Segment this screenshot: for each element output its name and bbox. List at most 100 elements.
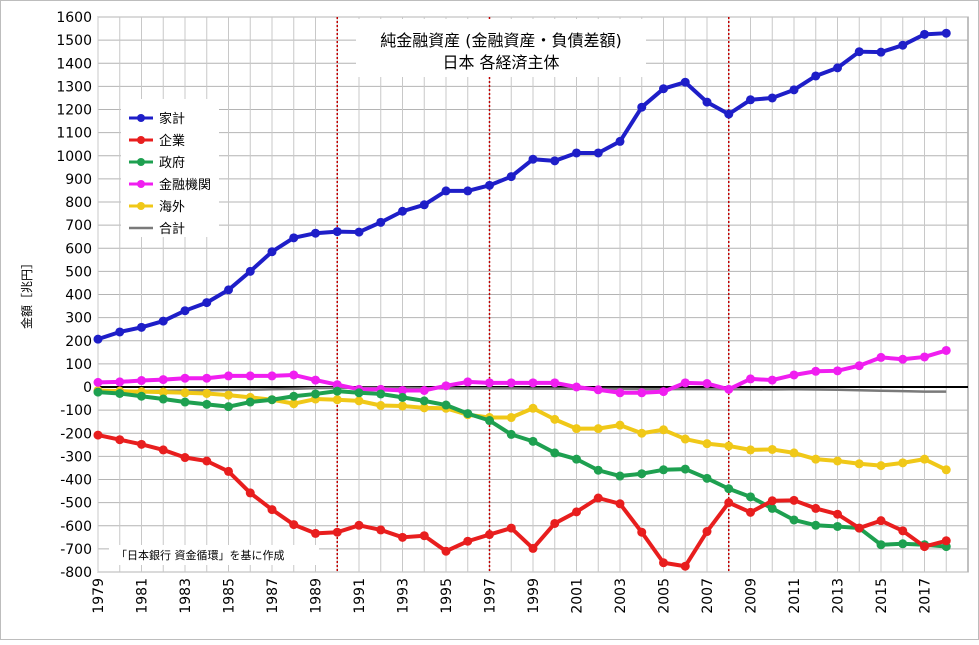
data-point: [550, 448, 560, 458]
x-tick-label: 1987: [265, 578, 281, 614]
data-point: [311, 228, 320, 238]
y-tick-label: -600: [60, 519, 92, 535]
data-point: [637, 428, 647, 438]
data-point: [789, 85, 799, 95]
data-point: [702, 97, 712, 107]
data-point: [680, 434, 690, 444]
legend-label: 企業: [159, 133, 185, 149]
data-point: [789, 448, 799, 458]
y-tick-label: 1500: [56, 33, 92, 49]
data-point: [158, 394, 168, 404]
x-tick-label: 2007: [700, 578, 716, 614]
y-tick-label: 1000: [56, 149, 92, 165]
y-tick-label: 1300: [56, 79, 92, 95]
y-tick-label: 1200: [56, 103, 92, 119]
data-point: [811, 503, 821, 513]
data-point: [746, 95, 755, 105]
data-point: [311, 528, 320, 538]
chart-title: 純金融資産 (金融資産・負債差額): [380, 31, 622, 50]
data-point: [876, 540, 886, 550]
series-line: [97, 389, 947, 549]
data-point: [615, 471, 625, 481]
data-point: [615, 388, 625, 398]
y-tick-label: -300: [60, 449, 92, 465]
data-point: [419, 200, 429, 210]
data-point: [572, 454, 581, 464]
data-point: [311, 389, 320, 399]
y-tick-label: 0: [83, 380, 92, 396]
data-point: [572, 507, 581, 517]
data-point: [245, 488, 255, 498]
data-point: [202, 456, 212, 466]
x-tick-label: 2005: [657, 578, 673, 614]
legend-label: 政府: [159, 156, 185, 171]
x-tick-label: 2003: [613, 578, 629, 614]
data-point: [528, 436, 538, 446]
legend-label: 金融機関: [159, 177, 211, 193]
y-tick-label: 700: [65, 218, 92, 234]
data-point: [441, 186, 451, 196]
data-point: [767, 375, 777, 385]
data-point: [854, 523, 864, 533]
chart-subtitle: 日本 各経済主体: [442, 53, 559, 72]
data-point: [398, 385, 407, 395]
data-point: [637, 469, 647, 479]
data-point: [767, 496, 777, 506]
data-point: [202, 298, 212, 308]
data-point: [398, 392, 407, 402]
data-point: [593, 424, 603, 434]
data-point: [941, 465, 951, 475]
data-point: [811, 71, 821, 81]
data-point: [746, 507, 755, 517]
data-point: [267, 247, 277, 257]
data-point: [180, 388, 190, 398]
data-point: [506, 413, 516, 423]
data-point: [289, 233, 299, 243]
y-tick-label: 500: [65, 264, 92, 280]
data-point: [680, 378, 690, 388]
data-point: [419, 385, 429, 395]
x-tick-label: 1993: [396, 578, 412, 614]
legend-label: 海外: [159, 200, 185, 215]
data-point: [267, 371, 277, 381]
data-point: [267, 505, 277, 515]
data-point: [615, 136, 625, 146]
data-point: [550, 414, 560, 424]
data-point: [332, 527, 342, 537]
y-tick-label: -200: [60, 426, 92, 442]
x-tick-label: 1985: [222, 578, 238, 614]
data-point: [572, 424, 581, 434]
data-point: [463, 409, 473, 419]
data-point: [550, 378, 560, 388]
data-point: [854, 361, 864, 371]
data-point: [854, 47, 864, 57]
legend-label: 家計: [159, 111, 185, 127]
data-point: [898, 458, 908, 468]
data-point: [245, 397, 255, 407]
data-point: [680, 464, 690, 474]
data-point: [398, 532, 407, 542]
data-point: [724, 498, 734, 508]
data-point: [615, 499, 625, 509]
data-point: [376, 401, 386, 410]
data-point: [767, 93, 777, 103]
y-tick-label: 600: [65, 241, 92, 257]
data-point: [354, 520, 364, 530]
data-point: [202, 388, 212, 398]
x-tick-label: 2013: [831, 578, 847, 614]
data-point: [724, 441, 734, 451]
data-point: [115, 377, 125, 387]
x-tick-label: 1997: [483, 578, 499, 614]
data-point: [354, 227, 364, 237]
data-point: [572, 382, 581, 392]
data-point: [311, 375, 320, 385]
data-point: [920, 352, 929, 362]
data-point: [115, 388, 125, 398]
y-tick-label: 800: [65, 195, 92, 211]
data-point: [637, 527, 647, 537]
data-point: [528, 154, 538, 164]
data-point: [876, 461, 886, 471]
data-point: [485, 530, 494, 540]
